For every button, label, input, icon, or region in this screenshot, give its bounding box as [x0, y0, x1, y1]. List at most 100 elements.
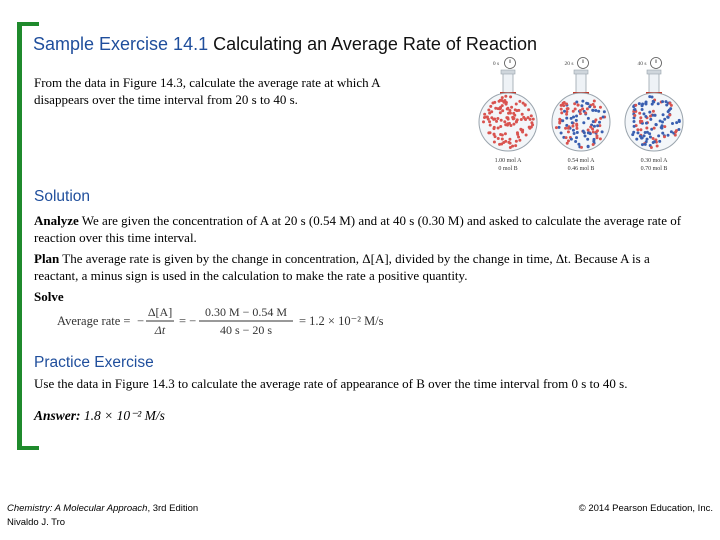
- molecule: [504, 102, 508, 106]
- molecule: [510, 105, 514, 109]
- molecule: [643, 130, 647, 134]
- molecule: [631, 133, 635, 137]
- analyze-paragraph: Analyze We are given the concentration o…: [34, 212, 684, 246]
- equation-equals: = −: [179, 314, 196, 328]
- molecule: [657, 134, 661, 138]
- molecule: [529, 114, 533, 118]
- molecule: [666, 115, 670, 119]
- flask-label-a: 0.54 mol A: [568, 158, 596, 164]
- molecule: [654, 123, 658, 127]
- molecule: [578, 109, 582, 113]
- molecule: [594, 109, 598, 113]
- molecule: [519, 117, 523, 121]
- molecule: [573, 107, 577, 111]
- molecule: [531, 117, 535, 121]
- molecule: [512, 122, 516, 126]
- molecule: [566, 139, 570, 143]
- molecule: [511, 144, 515, 148]
- analyze-text: We are given the concentration of A at 2…: [34, 213, 682, 245]
- molecule: [492, 127, 496, 131]
- molecule: [503, 132, 507, 136]
- molecule: [503, 120, 507, 124]
- molecule: [559, 103, 563, 107]
- molecule: [565, 102, 569, 106]
- molecule: [566, 130, 570, 134]
- molecule: [562, 100, 566, 104]
- molecule: [530, 121, 534, 125]
- molecule: [506, 116, 510, 120]
- equation-frac2-numerator: 0.30 M − 0.54 M: [205, 305, 287, 319]
- molecule: [592, 124, 596, 128]
- flask-bulb: [478, 92, 538, 152]
- molecule: [582, 121, 586, 125]
- molecule: [586, 144, 590, 148]
- molecule: [661, 113, 665, 117]
- analyze-label: Analyze: [34, 213, 79, 228]
- molecule: [640, 107, 644, 111]
- molecule: [642, 112, 646, 116]
- molecule: [496, 116, 500, 120]
- molecule: [669, 103, 673, 107]
- molecule: [557, 125, 561, 129]
- molecule: [523, 103, 527, 107]
- practice-text: Use the data in Figure 14.3 to calculate…: [34, 376, 628, 391]
- green-bracket-line: [17, 22, 22, 450]
- molecule: [575, 122, 579, 126]
- molecule: [588, 105, 592, 109]
- molecule: [562, 109, 566, 113]
- molecule: [645, 137, 649, 141]
- molecule: [636, 128, 640, 132]
- molecule: [598, 137, 602, 141]
- molecule: [572, 115, 576, 119]
- molecule: [650, 127, 654, 131]
- molecule: [663, 117, 667, 121]
- flask-label-a: 0.30 mol A: [641, 158, 669, 164]
- flask-label-b: 0.70 mol B: [641, 166, 668, 172]
- problem-statement: From the data in Figure 14.3, calculate …: [34, 75, 380, 107]
- molecule: [632, 116, 636, 120]
- molecule: [632, 119, 636, 123]
- molecule: [514, 139, 518, 143]
- molecule: [524, 133, 528, 137]
- molecule: [565, 112, 569, 116]
- molecule: [504, 94, 508, 98]
- molecule: [633, 107, 637, 111]
- molecule: [653, 113, 657, 117]
- figure-flasks: 0 s 1.00 mol A 0 mol B 20 s 0.54 mol A 0.46 m…: [478, 57, 684, 172]
- molecule: [564, 126, 568, 130]
- molecule: [497, 99, 501, 103]
- molecule: [500, 104, 504, 108]
- molecule: [521, 130, 525, 134]
- molecule: [493, 100, 497, 104]
- molecule: [673, 133, 677, 137]
- molecule: [639, 128, 643, 132]
- molecule: [496, 136, 500, 140]
- footer-author: Nivaldo J. Tro: [7, 517, 66, 528]
- molecule: [508, 137, 512, 141]
- molecule: [677, 120, 681, 124]
- molecule: [576, 103, 580, 107]
- footer-book: Chemistry: A Molecular Approach, 3rd Edi…: [7, 503, 198, 514]
- molecule: [565, 107, 569, 111]
- molecule: [496, 107, 500, 111]
- molecule: [573, 102, 577, 106]
- title-exercise-number: Sample Exercise 14.1: [33, 34, 209, 54]
- time-label: 20 s: [564, 61, 573, 67]
- molecule: [571, 109, 575, 113]
- molecule: [520, 112, 524, 116]
- molecule: [581, 99, 585, 103]
- molecule: [642, 134, 646, 138]
- molecule: [602, 110, 606, 114]
- green-bracket-top: [17, 22, 39, 26]
- molecule: [559, 107, 563, 111]
- molecule: [661, 100, 665, 104]
- molecule: [591, 120, 595, 124]
- molecule: [669, 130, 673, 134]
- solve-label: Solve: [34, 289, 64, 304]
- molecule: [522, 115, 526, 119]
- molecule: [650, 95, 654, 99]
- molecule: [585, 107, 589, 111]
- page-title: Sample Exercise 14.1 Calculating an Aver…: [33, 34, 537, 55]
- molecule: [601, 115, 605, 119]
- flask-label-b: 0.46 mol B: [568, 166, 595, 172]
